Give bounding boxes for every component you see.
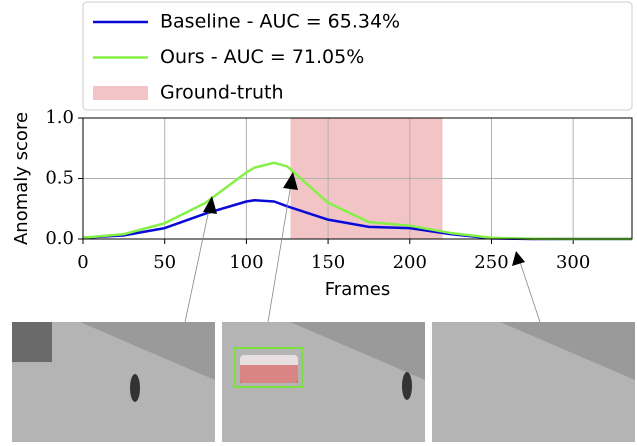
series-line	[82, 161, 632, 241]
x-tick-label: 250	[474, 252, 508, 273]
x-axis-label: Frames	[325, 279, 390, 300]
legend-label: Baseline - AUC = 65.34%	[160, 11, 400, 33]
frame-2	[222, 322, 425, 442]
y-tick-label: 0.5	[45, 168, 74, 189]
thumbnails	[12, 322, 635, 442]
plot-frame	[82, 117, 633, 240]
y-tick-label: 0.0	[45, 228, 74, 249]
x-tick-label: 200	[393, 252, 427, 273]
legend: Baseline - AUC = 65.34% Ours - AUC = 71.0…	[82, 1, 633, 111]
x-tick-label: 100	[229, 252, 263, 273]
legend-swatch	[93, 86, 148, 100]
y-tick-label: 1.0	[45, 107, 74, 128]
x-tick-label: 0	[77, 252, 88, 273]
legend-label: Ours - AUC = 71.05%	[160, 46, 364, 68]
frame-3	[432, 322, 635, 442]
plot: 0 50 100 150 200 250 300 0.0 0.5 1.0 Frames Anomaly…	[11, 1, 633, 300]
x-tick-label: 50	[153, 252, 176, 273]
legend-label: Ground-truth	[160, 82, 284, 104]
arrows	[184, 172, 541, 323]
y-axis-label: Anomaly score	[11, 112, 32, 245]
frame-1	[12, 322, 215, 442]
x-tick-label: 300	[556, 252, 590, 273]
legend-box	[82, 1, 633, 111]
x-tick-label: 150	[311, 252, 345, 273]
